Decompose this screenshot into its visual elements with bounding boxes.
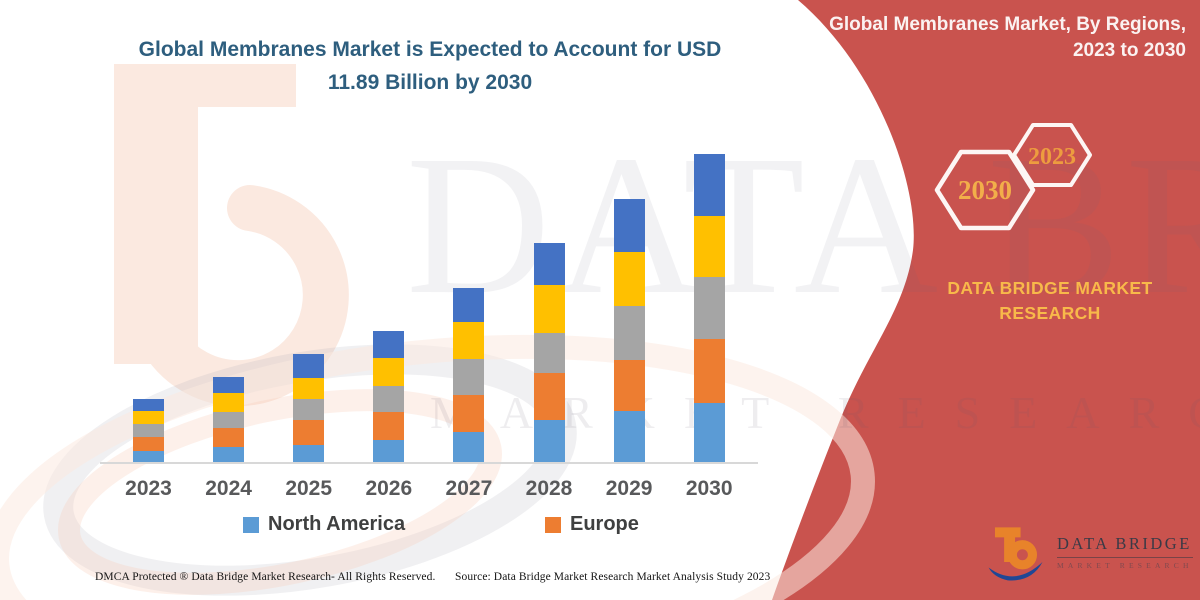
logo-name-text: DATA BRIDGE [1057, 534, 1193, 558]
brand-wordmark-line2: RESEARCH [999, 303, 1101, 324]
bar-segment-region [533, 285, 565, 333]
bar-segment-region [533, 243, 565, 285]
logo-sub-text: MARKET RESEARCH [1057, 561, 1193, 570]
bar-segment-region [693, 154, 725, 216]
brand-wordmark-line1: DATA BRIDGE MARKET [947, 278, 1153, 298]
chart-title-line2: 11.89 Billion by 2030 [327, 70, 533, 94]
data-bridge-logo-icon [988, 527, 1043, 581]
hexagon-2030-label: 2030 [958, 175, 1012, 205]
brand-wordmark: DATA BRIDGE MARKET RESEARCH [928, 276, 1172, 327]
chart-title-line1: Global Membranes Market is Expected to A… [138, 38, 722, 61]
hexagon-2030 [934, 149, 1036, 231]
bar-segment-region [453, 288, 485, 322]
footer-logo: DATA BRIDGE MARKET RESEARCH [984, 520, 1193, 584]
hexagon-2023 [1012, 123, 1092, 187]
bar-segment-region [613, 199, 645, 252]
panel-heading-line2: 2023 to 2030 [1072, 40, 1186, 62]
bar-segment-region [693, 216, 725, 277]
panel-heading-line1: Global Membranes Market, By Regions, [829, 14, 1186, 35]
bar-segment-region [613, 252, 645, 306]
panel-heading: Global Membranes Market, By Regions, 202… [816, 12, 1186, 64]
red-panel-shape [772, 0, 1200, 600]
chart-title: Global Membranes Market is Expected to A… [60, 34, 800, 99]
hexagon-2023-label: 2023 [1028, 144, 1076, 170]
bar-segment-region [693, 277, 725, 339]
